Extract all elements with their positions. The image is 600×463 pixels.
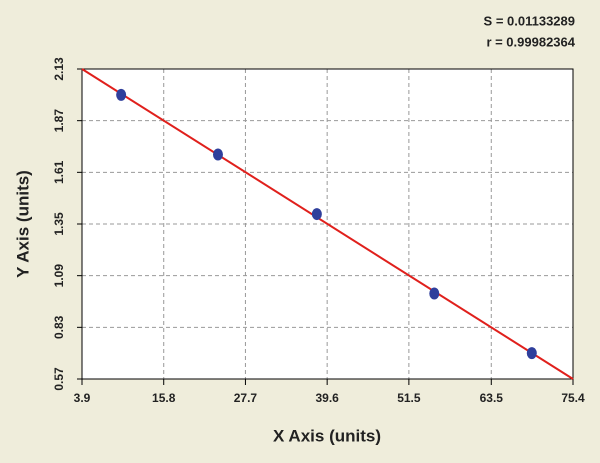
x-axis-title: X Axis (units) <box>273 426 381 445</box>
y-tick-label: 2.13 <box>52 57 66 81</box>
x-tick-label: 27.7 <box>234 391 258 405</box>
data-point <box>429 287 440 300</box>
plot-border <box>81 68 574 380</box>
data-point <box>526 347 537 360</box>
y-tick-label: 0.57 <box>52 367 66 391</box>
fit-line <box>81 68 574 380</box>
data-point <box>212 148 223 161</box>
x-tick-label: 51.5 <box>397 391 421 405</box>
y-tick-label: 0.83 <box>52 315 66 339</box>
data-point <box>311 208 322 221</box>
y-tick-label: 1.61 <box>52 160 66 184</box>
x-tick-label: 15.8 <box>152 391 176 405</box>
annotation: r = 0.99982364 <box>486 34 575 49</box>
annotation: S = 0.01133289 <box>484 13 575 28</box>
y-axis-title: Y Axis (units) <box>13 170 32 278</box>
data-point <box>116 88 127 101</box>
y-tick-label: 1.09 <box>52 264 66 288</box>
y-tick-label: 1.35 <box>52 212 66 236</box>
x-tick-label: 3.9 <box>74 391 91 405</box>
x-tick-label: 63.5 <box>480 391 504 405</box>
x-tick-label: 39.6 <box>315 391 339 405</box>
y-tick-label: 1.87 <box>52 109 66 133</box>
x-tick-label: 75.4 <box>561 391 585 405</box>
